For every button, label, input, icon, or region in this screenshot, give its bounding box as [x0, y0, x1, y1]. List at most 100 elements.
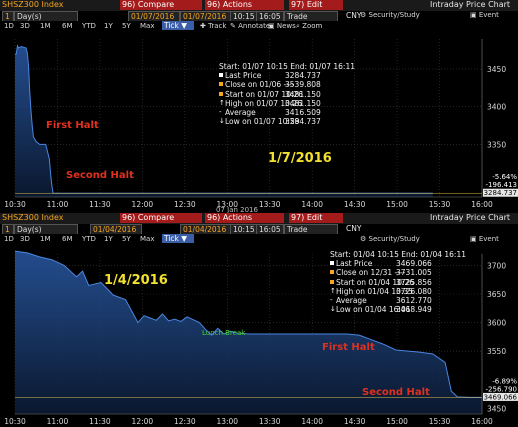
date-axis-label: 07 Jan 2016: [216, 206, 258, 214]
low-marker: ↓: [219, 117, 225, 126]
period-1y[interactable]: 1Y: [104, 235, 113, 243]
event-label: Event: [478, 11, 499, 19]
legend-value: 3469.066: [396, 259, 432, 269]
legend-label: Last Price: [336, 259, 373, 269]
period-3d[interactable]: 3D: [20, 22, 30, 30]
chart-title-jan4: 1/4/2016: [104, 273, 168, 288]
price-chart-jan4[interactable]: 3700 3650 3600 3550 3450 10:30 11:00 11:30 12:00…: [0, 244, 518, 427]
event-label: Event: [478, 235, 499, 243]
period-max[interactable]: Max: [140, 22, 155, 30]
toolbar-row-3: 1D 3D 1M 6M YTD 1Y 5Y Max Tick ▼: [0, 234, 518, 244]
y-tick-label: 3350: [487, 140, 506, 149]
x-tick-label: 12:00: [132, 417, 154, 426]
period-5y[interactable]: 5Y: [122, 235, 131, 243]
period-max[interactable]: Max: [140, 235, 155, 243]
chart-title-jan7: 1/7/2016: [268, 151, 332, 166]
x-tick-label: 15:30: [429, 200, 451, 209]
y-tick-label: 3700: [487, 261, 506, 270]
currency-label[interactable]: CNY: [346, 224, 362, 233]
legend-row: Close on 01/06 ---- 3539.808: [219, 80, 355, 89]
ticker-label[interactable]: SHSZ300 Index: [2, 213, 64, 222]
security-study-button[interactable]: ⚙ Security/Study: [360, 11, 420, 19]
price-line: [14, 250, 482, 398]
close-marker: [219, 82, 223, 87]
x-tick-label: 12:30: [174, 200, 196, 209]
x-tick-label: 13:00: [216, 200, 238, 209]
x-tick-label: 11:00: [47, 200, 69, 209]
currency-label[interactable]: CNY: [346, 11, 362, 20]
annotate-tool[interactable]: ✎ Annotate: [230, 22, 271, 30]
legend-row: Close on 12/31 ---- 3731.005: [330, 268, 466, 277]
y-tick-label: 3450: [487, 404, 506, 413]
legend-label: High on 01/04 10:35: [336, 286, 413, 296]
legend-label: Start on 01/04 10:26: [336, 277, 415, 287]
x-tick-label: 11:30: [89, 200, 111, 209]
legend-value: 3726.080: [396, 286, 432, 296]
price-chart-jan7[interactable]: 3450 3400 3350 10:30 11:00 11:30 12:00 12:30 13:…: [0, 31, 518, 213]
x-tick-label: 16:00: [471, 200, 493, 209]
compare-menu[interactable]: 96) Compare: [120, 0, 202, 10]
zoom-tool[interactable]: ⌕ Zoom: [296, 22, 323, 30]
security-study-label: Security/Study: [368, 235, 420, 243]
x-tick-label: 13:30: [259, 200, 281, 209]
edit-menu[interactable]: 97) Edit: [289, 0, 343, 10]
legend-row: ↑ High on 01/07 10:26 3481.150: [219, 99, 355, 108]
period-1m[interactable]: 1M: [40, 235, 51, 243]
annotate-label: Annotate: [238, 22, 271, 30]
x-tick-label: 10:30: [4, 417, 26, 426]
period-6m[interactable]: 6M: [62, 22, 73, 30]
event-button[interactable]: ▣ Event: [470, 11, 499, 19]
legend-value: 3612.770: [396, 295, 432, 305]
period-1d[interactable]: 1D: [4, 235, 14, 243]
start-marker: [330, 279, 334, 284]
right-value-label: -256.790: [486, 385, 517, 393]
legend-label: Low on 01/04 16:01: [336, 305, 411, 315]
window-title: Intraday Price Chart: [430, 213, 511, 222]
last-price-marker: [219, 73, 223, 78]
edit-menu[interactable]: 97) Edit: [289, 213, 343, 223]
legend-header-text: Start: 01/07 10:15 End: 01/07 16:11: [219, 62, 356, 71]
period-3d[interactable]: 3D: [20, 235, 30, 243]
period-ytd[interactable]: YTD: [82, 22, 96, 30]
ticker-label[interactable]: SHSZ300 Index: [2, 0, 64, 9]
security-study-button[interactable]: ⚙ Security/Study: [360, 235, 420, 243]
period-5y[interactable]: 5Y: [122, 22, 131, 30]
legend-value: 3481.150: [285, 98, 321, 108]
average-marker: -: [219, 107, 222, 116]
legend-row: Last Price 3469.066: [330, 259, 466, 268]
high-marker: ↑: [330, 286, 336, 295]
chart-legend-jan7: Start: 01/07 10:15 End: 01/07 16:11 Last…: [219, 62, 355, 126]
track-label: Track: [208, 22, 227, 30]
actions-menu[interactable]: 96) Actions: [205, 213, 284, 223]
chart-legend-jan4: Start: 01/04 10:15 End: 01/04 16:11 Last…: [330, 250, 466, 314]
news-tool[interactable]: ▣ News: [268, 22, 296, 30]
tick-select[interactable]: Tick ▼: [162, 234, 194, 243]
right-value-label: -196.413: [486, 181, 517, 189]
high-marker: ↑: [219, 98, 225, 107]
legend-value: 3284.737: [285, 71, 321, 81]
toolbar-row-2: 1 Day(s) 01/07/2016 01/07/2016 10:15 16:…: [0, 11, 518, 22]
tick-select[interactable]: Tick ▼: [162, 21, 194, 30]
legend-label: Close on 12/31 ----: [336, 268, 406, 278]
period-1y[interactable]: 1Y: [104, 22, 113, 30]
legend-value: 3481.150: [285, 89, 321, 99]
compare-menu[interactable]: 96) Compare: [120, 213, 202, 223]
actions-menu[interactable]: 96) Actions: [205, 0, 284, 10]
period-1d[interactable]: 1D: [4, 22, 14, 30]
legend-row: Start on 01/07 10:26 3481.150: [219, 90, 355, 99]
track-tool[interactable]: ✚ Track: [200, 22, 227, 30]
legend-row: ↓ Low on 01/04 16:01 3468.949: [330, 305, 466, 314]
period-ytd[interactable]: YTD: [82, 235, 96, 243]
period-1m[interactable]: 1M: [40, 22, 51, 30]
right-label-bg: [483, 188, 518, 197]
legend-label: Average: [225, 107, 256, 117]
second-halt-label-jan7: Second Halt: [66, 170, 134, 181]
event-button[interactable]: ▣ Event: [470, 235, 499, 243]
tick-label: Tick: [164, 234, 179, 243]
legend-header: Start: 01/07 10:15 End: 01/07 16:11: [219, 62, 355, 71]
right-value-label: 3469.066: [484, 393, 518, 401]
close-marker: [330, 270, 334, 275]
x-tick-label: 10:30: [4, 200, 26, 209]
period-6m[interactable]: 6M: [62, 235, 73, 243]
price-area: [15, 251, 482, 414]
